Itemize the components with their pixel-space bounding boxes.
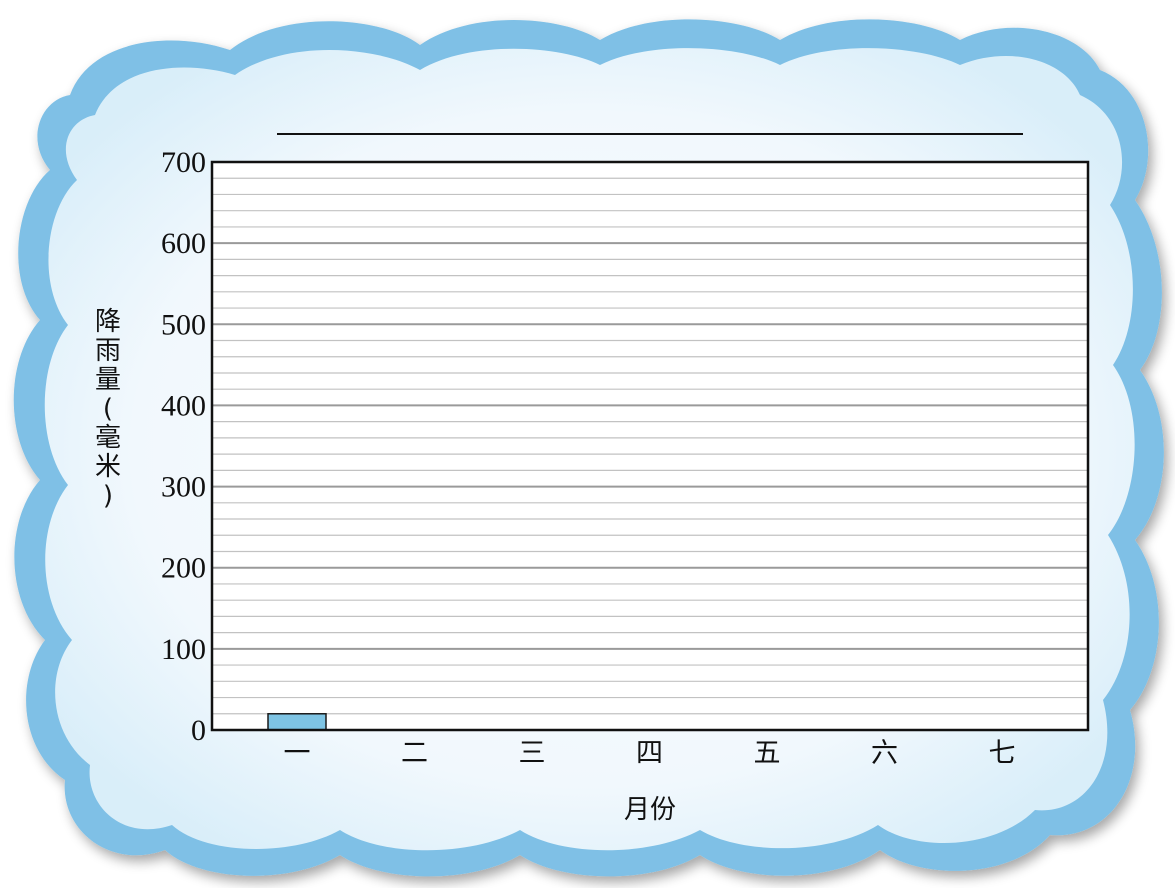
- plot-frame: [210, 160, 1090, 732]
- y-tick-label: 700: [161, 146, 206, 179]
- y-axis-title-char: 量: [95, 365, 121, 395]
- gridlines: [212, 177, 1088, 715]
- y-axis-title: 降雨量(毫米): [95, 307, 121, 511]
- x-tick-label: 七: [989, 738, 1016, 769]
- x-tick-label: 一: [284, 738, 311, 769]
- y-tick-label: 600: [161, 227, 206, 260]
- bar: [267, 713, 327, 731]
- y-axis-title-char: 毫: [95, 423, 121, 453]
- x-tick-label: 六: [871, 738, 898, 769]
- plot-area: [212, 162, 1088, 730]
- y-axis-title-char: (: [103, 394, 113, 424]
- y-axis-title-char: 雨: [95, 336, 121, 366]
- x-tick-label: 二: [401, 738, 428, 769]
- y-tick-label: 100: [161, 633, 206, 666]
- x-tick-label: 三: [519, 738, 546, 769]
- x-axis-ticks: 一二三四五六七: [284, 738, 1016, 769]
- y-axis-ticks: 0 100 200 300 400 500 600 700: [161, 146, 206, 747]
- y-tick-label: 0: [191, 714, 206, 747]
- x-tick-label: 五: [754, 738, 781, 769]
- x-axis-title: 月份: [624, 795, 676, 825]
- y-axis-title-char: ): [103, 481, 113, 511]
- y-tick-label: 300: [161, 471, 206, 504]
- x-tick-label: 四: [636, 738, 663, 769]
- bars: [267, 713, 327, 731]
- y-axis-title-char: 降: [95, 307, 121, 337]
- y-axis-title-char: 米: [95, 452, 121, 482]
- y-tick-label: 200: [161, 552, 206, 585]
- y-tick-label: 500: [161, 308, 206, 341]
- y-tick-label: 400: [161, 389, 206, 422]
